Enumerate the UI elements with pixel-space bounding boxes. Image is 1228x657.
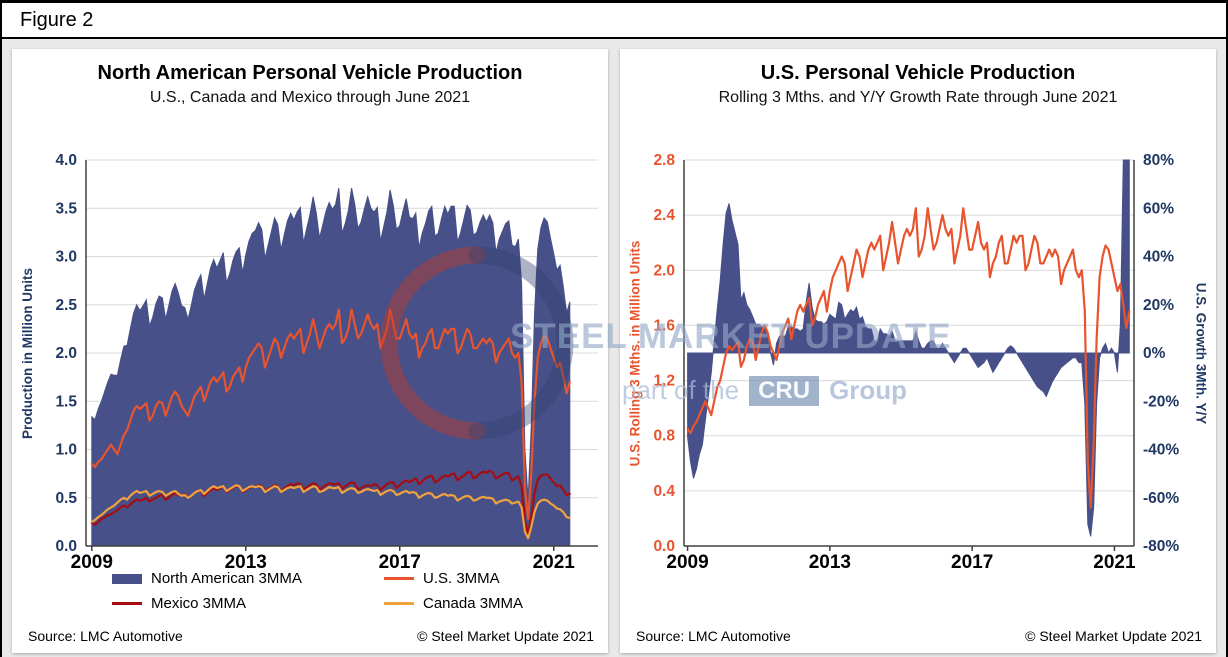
svg-text:80%: 80% (1143, 152, 1174, 169)
svg-text:2.8: 2.8 (653, 152, 675, 169)
legend-item-us: U.S. 3MMA (384, 570, 523, 587)
right-chart-title: U.S. Personal Vehicle Production (760, 62, 1076, 84)
svg-text:0.0: 0.0 (55, 538, 77, 555)
svg-text:0.4: 0.4 (653, 483, 675, 500)
right-chart-right-axis-title: U.S. Growth 3Mth. Y/Y (1193, 282, 1209, 424)
left-copyright-text: © Steel Market Update 2021 (417, 628, 594, 644)
right-chart-left-axis-title: U.S. Rolling 3 Mths. in Million Units (627, 240, 643, 466)
svg-text:1.2: 1.2 (653, 373, 675, 390)
left-chart-y-axis-title: Production in Million Units (19, 267, 35, 439)
left-source-text: Source: LMC Automotive (28, 628, 183, 644)
svg-text:-40%: -40% (1143, 442, 1179, 459)
svg-text:-80%: -80% (1143, 538, 1179, 555)
right-chart-footer: Source: LMC Automotive © Steel Market Up… (636, 628, 1202, 644)
legend-item-mexico: Mexico 3MMA (112, 595, 384, 612)
svg-text:2021: 2021 (1093, 552, 1136, 573)
svg-text:0.8: 0.8 (653, 428, 675, 445)
left-chart-legend: North American 3MMA U.S. 3MMA Mexico 3MM… (112, 570, 523, 612)
legend-label-canada: Canada 3MMA (423, 595, 524, 612)
svg-text:1.6: 1.6 (653, 317, 675, 334)
right-chart-panel: U.S. Personal Vehicle Production Rolling… (620, 49, 1216, 653)
svg-text:2.4: 2.4 (653, 207, 675, 224)
svg-text:60%: 60% (1143, 200, 1174, 217)
legend-swatch-north-american (112, 573, 142, 584)
left-chart-subtitle: U.S., Canada and Mexico through June 202… (149, 89, 471, 106)
svg-text:2021: 2021 (533, 552, 576, 573)
svg-text:4.0: 4.0 (55, 152, 77, 169)
legend-label-mexico: Mexico 3MMA (151, 595, 247, 612)
svg-text:2013: 2013 (225, 552, 267, 573)
svg-text:0.5: 0.5 (55, 490, 77, 507)
svg-text:2017: 2017 (379, 552, 421, 573)
svg-text:3.5: 3.5 (55, 200, 77, 217)
svg-text:2.5: 2.5 (55, 297, 77, 314)
panels-row: North American Personal Vehicle Producti… (2, 39, 1226, 657)
svg-text:1.5: 1.5 (55, 393, 77, 410)
north-american-production-chart: 0.0 0.5 1.0 1.5 2.0 2.5 3.0 3.5 4.0 2009 2013 2017 2… (55, 152, 598, 573)
svg-text:-60%: -60% (1143, 490, 1179, 507)
legend-label-us: U.S. 3MMA (423, 570, 500, 587)
right-copyright-text: © Steel Market Update 2021 (1025, 628, 1202, 644)
right-chart-left-axis-title-wrap: U.S. Rolling 3 Mths. in Million Units (622, 160, 648, 546)
svg-text:20%: 20% (1143, 297, 1174, 314)
svg-text:2017: 2017 (951, 552, 993, 573)
figure-header: Figure 2 (2, 3, 1226, 39)
svg-text:-20%: -20% (1143, 393, 1179, 410)
svg-text:3.0: 3.0 (55, 249, 77, 266)
right-chart-subtitle: Rolling 3 Mths. and Y/Y Growth Rate thro… (718, 89, 1118, 106)
svg-text:0.0: 0.0 (653, 538, 675, 555)
us-production-growth-chart: 0.0 0.4 0.8 1.2 1.6 2.0 2.4 2.8 -80% -60% -40% -20%… (653, 152, 1179, 573)
svg-text:1.0: 1.0 (55, 442, 77, 459)
right-source-text: Source: LMC Automotive (636, 628, 791, 644)
legend-item-north-american: North American 3MMA (112, 570, 384, 587)
left-chart-title: North American Personal Vehicle Producti… (97, 62, 523, 84)
right-chart-right-axis-title-wrap: U.S. Growth 3Mth. Y/Y (1188, 160, 1214, 546)
figure-label: Figure 2 (20, 8, 94, 31)
svg-text:2.0: 2.0 (55, 345, 77, 362)
legend-label-north-american: North American 3MMA (151, 570, 302, 587)
legend-swatch-canada (384, 602, 414, 605)
left-chart-footer: Source: LMC Automotive © Steel Market Up… (28, 628, 594, 644)
svg-text:2009: 2009 (666, 552, 708, 573)
legend-swatch-mexico (112, 602, 142, 605)
svg-text:2013: 2013 (809, 552, 851, 573)
svg-text:40%: 40% (1143, 249, 1174, 266)
left-chart-panel: North American Personal Vehicle Producti… (12, 49, 608, 653)
svg-text:2.0: 2.0 (653, 262, 675, 279)
legend-swatch-us (384, 577, 414, 580)
svg-text:0%: 0% (1143, 345, 1166, 362)
left-chart-y-axis-title-wrap: Production in Million Units (14, 160, 40, 546)
legend-item-canada: Canada 3MMA (384, 595, 523, 612)
svg-text:2009: 2009 (71, 552, 113, 573)
